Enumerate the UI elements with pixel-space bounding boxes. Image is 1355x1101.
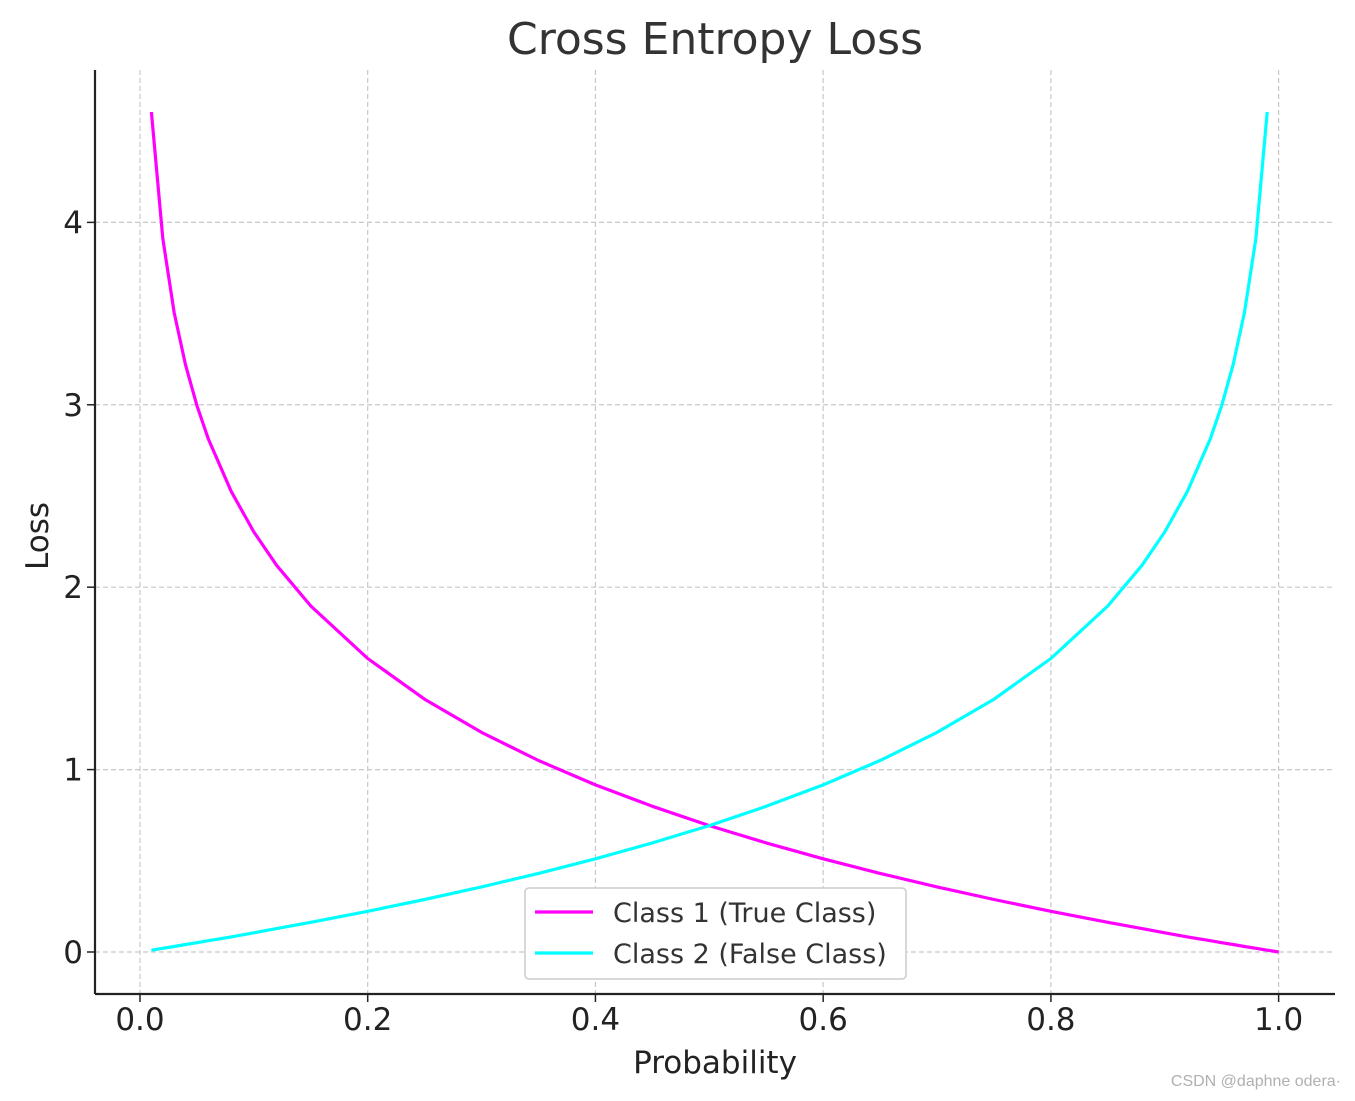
legend: Class 1 (True Class) Class 2 (False Class… [524,887,907,980]
x-tick-label: 0.8 [1026,1002,1075,1038]
legend-box [524,887,907,980]
series-line-2 [151,111,1269,952]
y-tick-label: 3 [63,388,83,424]
y-tick-label: 2 [63,570,83,606]
x-tick-label: 0.6 [799,1002,848,1038]
x-axis-label: Probability [633,1045,797,1081]
y-tick-label: 4 [63,205,83,241]
y-tick-label: 0 [63,935,83,971]
watermark: CSDN @daphne odera· [1170,1073,1341,1090]
legend-label-2: Class 2 (False Class) [613,939,887,970]
y-tick-label: 1 [63,753,83,789]
ticks: 0.0 0.2 0.4 0.6 0.8 1.0 0 1 2 3 4 [63,205,1303,1038]
x-tick-label: 0.4 [571,1002,620,1038]
series-lines [149,111,1279,954]
chart-title: Cross Entropy Loss [507,14,923,65]
legend-label-1: Class 1 (True Class) [613,898,876,929]
x-tick-label: 0.0 [115,1002,164,1038]
x-tick-label: 0.2 [343,1002,392,1038]
series-line-1 [149,111,1279,954]
y-axis-label: Loss [20,502,56,570]
axes [93,70,1335,996]
x-tick-label: 1.0 [1254,1002,1303,1038]
grid [95,70,1335,994]
